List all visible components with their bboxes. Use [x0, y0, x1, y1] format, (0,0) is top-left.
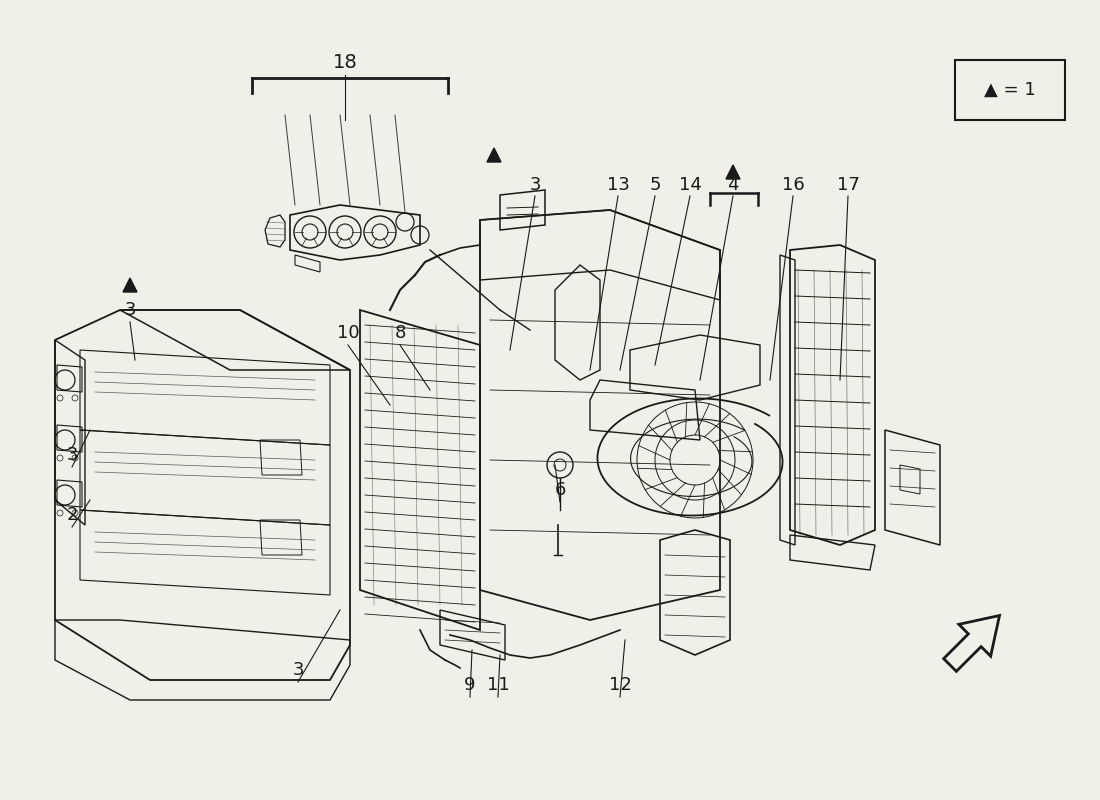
Polygon shape — [487, 148, 500, 162]
Text: 5: 5 — [649, 176, 661, 194]
Text: ▲ = 1: ▲ = 1 — [984, 81, 1036, 99]
Text: 6: 6 — [554, 481, 565, 499]
Text: 4: 4 — [727, 176, 739, 194]
Text: 16: 16 — [782, 176, 804, 194]
Text: 14: 14 — [679, 176, 702, 194]
Bar — [955, 60, 1065, 120]
Text: 17: 17 — [837, 176, 859, 194]
Text: 9: 9 — [464, 676, 475, 694]
Text: 3: 3 — [124, 301, 135, 319]
Text: 10: 10 — [337, 324, 360, 342]
Polygon shape — [123, 278, 138, 292]
Text: 13: 13 — [606, 176, 629, 194]
Text: 2: 2 — [66, 506, 78, 524]
Text: 11: 11 — [486, 676, 509, 694]
Text: 8: 8 — [394, 324, 406, 342]
Text: 12: 12 — [608, 676, 631, 694]
Text: 3: 3 — [66, 446, 78, 464]
Text: 3: 3 — [529, 176, 541, 194]
Polygon shape — [726, 165, 740, 179]
Text: 3: 3 — [293, 661, 304, 679]
Text: 18: 18 — [332, 53, 358, 71]
